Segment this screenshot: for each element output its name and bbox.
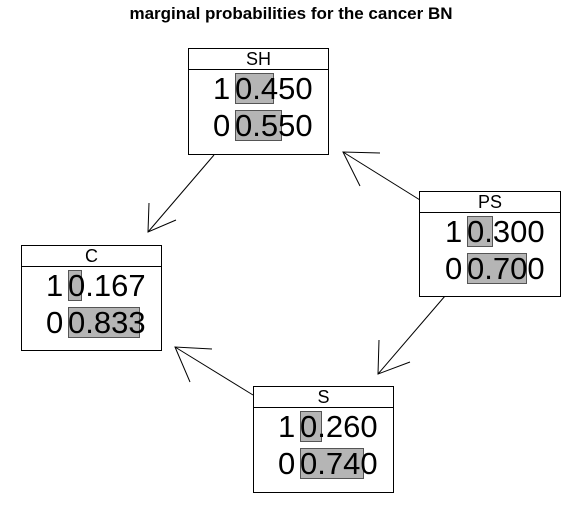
- edge-ps-s: [377, 295, 446, 375]
- node-ps-state-0: 0 0.700: [420, 250, 560, 287]
- node-s-state-0: 0 0.740: [254, 445, 393, 482]
- node-c-state-0-label: 0: [46, 305, 64, 340]
- node-sh: SH 1 0.450 0 0.550: [188, 48, 329, 155]
- node-ps-bar-0: [467, 253, 527, 284]
- node-ps-state-0-label: 0: [445, 251, 463, 286]
- edge-ps-sh: [342, 151, 421, 201]
- node-ps-name: PS: [420, 192, 560, 213]
- node-s: S 1 0.260 0 0.740: [253, 386, 394, 493]
- diagram-title: marginal probabilities for the cancer BN: [129, 4, 453, 23]
- edge-sh-c-arrowhead: [147, 202, 177, 233]
- node-sh-name: SH: [189, 49, 328, 70]
- node-ps-prob-1: 0.300: [467, 214, 545, 249]
- edge-ps-sh-arrowhead: [342, 151, 381, 187]
- node-c-state-1-label: 1: [46, 268, 64, 303]
- node-sh-bar-1: [235, 73, 274, 104]
- node-ps-bar-1: [467, 216, 493, 247]
- node-c-bar-0: [68, 307, 140, 338]
- edge-s-c-arrowhead: [174, 346, 213, 383]
- node-c: C 1 0.167 0 0.833: [21, 245, 162, 351]
- node-ps-state-1: 1 0.300: [420, 213, 560, 250]
- node-c-bar-1: [68, 270, 82, 301]
- node-c-name: C: [22, 246, 161, 267]
- edge-ps-s-arrowhead: [377, 339, 411, 375]
- node-s-name: S: [254, 387, 393, 408]
- node-c-prob-1: 0.167: [68, 268, 146, 303]
- node-s-state-1: 1 0.260: [254, 408, 393, 445]
- node-ps: PS 1 0.300 0 0.700: [419, 191, 561, 297]
- node-sh-bar-0: [235, 110, 282, 141]
- node-ps-state-1-label: 1: [445, 214, 463, 249]
- node-sh-state-1: 1 0.450: [189, 70, 328, 107]
- node-s-prob-0: 0.740: [300, 446, 378, 481]
- node-s-state-0-label: 0: [278, 446, 296, 481]
- node-sh-prob-0: 0.550: [235, 108, 313, 143]
- node-c-prob-0: 0.833: [68, 305, 146, 340]
- node-s-bar-1: [300, 411, 322, 442]
- node-c-state-0: 0 0.833: [22, 304, 161, 341]
- node-sh-state-1-label: 1: [213, 71, 231, 106]
- edge-s-c: [174, 346, 254, 396]
- node-s-prob-1: 0.260: [300, 409, 378, 444]
- node-s-state-1-label: 1: [278, 409, 296, 444]
- edge-sh-c: [147, 154, 215, 233]
- node-s-bar-0: [300, 448, 364, 479]
- node-ps-prob-0: 0.700: [467, 251, 545, 286]
- node-c-state-1: 1 0.167: [22, 267, 161, 304]
- node-sh-state-0-label: 0: [213, 108, 231, 143]
- node-sh-prob-1: 0.450: [235, 71, 313, 106]
- node-sh-state-0: 0 0.550: [189, 107, 328, 144]
